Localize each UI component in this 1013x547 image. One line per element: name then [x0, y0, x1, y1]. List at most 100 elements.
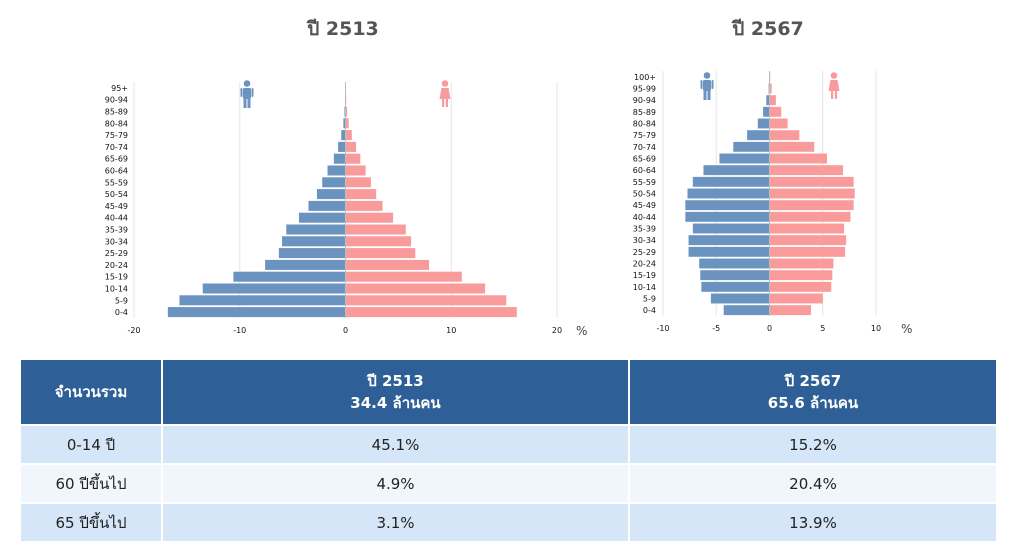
age-label: 20-24 — [633, 260, 656, 269]
bar-male-10-14 — [701, 281, 770, 292]
x-unit-label: % — [576, 324, 587, 338]
cell-2567: 20.4% — [628, 463, 998, 504]
age-label: 85-89 — [633, 108, 656, 117]
bar-female-25-29 — [345, 248, 416, 259]
bar-female-40-44 — [769, 211, 851, 222]
bar-female-25-29 — [769, 246, 846, 257]
male-person-icon — [240, 80, 254, 108]
age-label: 20-24 — [105, 261, 128, 270]
age-label: 75-79 — [633, 131, 656, 140]
x-tick-label: -10 — [233, 326, 246, 335]
age-label: 10-14 — [633, 283, 656, 292]
header-total: จำนวนรวม — [19, 358, 163, 426]
bar-female-20-24 — [345, 259, 430, 270]
age-label: 0-4 — [115, 308, 128, 317]
header-2567: ปี 2567 65.6 ล้านคน — [628, 358, 998, 426]
age-label: 75-79 — [105, 131, 128, 140]
bar-female-35-39 — [345, 224, 406, 235]
bar-female-10-14 — [769, 281, 832, 292]
bar-female-95-99 — [769, 83, 772, 94]
age-label: 90-94 — [633, 96, 656, 105]
cell-2513: 4.9% — [161, 463, 630, 504]
bar-male-45-49 — [685, 200, 770, 211]
bar-female-30-34 — [769, 235, 847, 246]
bar-male-40-44 — [298, 212, 346, 223]
x-tick-label: -10 — [656, 324, 669, 333]
age-label: 85-89 — [105, 108, 128, 117]
x-tick-label: 5 — [820, 324, 825, 333]
bar-male-25-29 — [278, 248, 346, 259]
header-2513: ปี 2513 34.4 ล้านคน — [161, 358, 630, 426]
bar-female-5-9 — [769, 293, 823, 304]
bar-female-5-9 — [345, 295, 507, 306]
bar-female-80-84 — [769, 118, 788, 129]
bar-female-65-69 — [769, 153, 828, 164]
bar-female-20-24 — [769, 258, 834, 269]
bar-female-45-49 — [345, 200, 383, 211]
bar-male-15-19 — [233, 271, 346, 282]
age-label: 40-44 — [105, 214, 128, 223]
x-tick-label: -5 — [712, 324, 720, 333]
age-label: 50-54 — [633, 190, 656, 199]
chart-title-2513: ปี 2513 — [307, 18, 379, 40]
bar-male-10-14 — [202, 283, 346, 294]
female-person-icon — [828, 72, 840, 99]
bar-male-60-64 — [327, 165, 346, 176]
bar-female-55-59 — [769, 176, 854, 187]
bar-male-85-89 — [763, 106, 770, 117]
bar-female-30-34 — [345, 236, 412, 247]
age-label: 25-29 — [633, 248, 656, 257]
age-label: 95+ — [111, 84, 128, 93]
age-label: 55-59 — [105, 178, 128, 187]
bar-male-5-9 — [710, 293, 770, 304]
bar-female-50-54 — [345, 189, 377, 200]
age-label: 90-94 — [105, 96, 128, 105]
bar-male-50-54 — [687, 188, 770, 199]
bar-male-70-74 — [338, 141, 346, 152]
bar-male-65-69 — [333, 153, 346, 164]
cell-2513: 3.1% — [161, 502, 630, 543]
row-label: 65 ปีขึ้นไป — [19, 502, 163, 543]
bar-male-55-59 — [322, 177, 346, 188]
bar-male-80-84 — [343, 118, 346, 129]
bar-male-80-84 — [757, 118, 770, 129]
age-label: 60-64 — [105, 167, 128, 176]
bar-male-85-89 — [344, 106, 346, 117]
age-label: 45-49 — [633, 201, 656, 210]
bar-male-75-79 — [747, 130, 770, 141]
x-tick-label: 0 — [767, 324, 772, 333]
female-person-icon — [439, 80, 451, 107]
bar-female-85-89 — [769, 106, 782, 117]
bar-female-65-69 — [345, 153, 361, 164]
age-label: 15-19 — [105, 273, 128, 282]
age-label: 50-54 — [105, 190, 128, 199]
bar-male-35-39 — [692, 223, 770, 234]
table-header-row: จำนวนรวม ปี 2513 34.4 ล้านคน ปี 2567 65.… — [19, 358, 998, 426]
header-2513-population: 34.4 ล้านคน — [350, 394, 441, 412]
bar-male-5-9 — [179, 295, 346, 306]
age-label: 5-9 — [115, 296, 128, 305]
bar-male-30-34 — [688, 235, 770, 246]
age-label: 80-84 — [105, 119, 128, 128]
bar-male-90-94 — [766, 95, 770, 106]
bar-male-0-4 — [723, 305, 770, 316]
bar-female-45-49 — [769, 200, 854, 211]
bar-male-55-59 — [692, 176, 770, 187]
age-label: 25-29 — [105, 249, 128, 258]
bar-male-15-19 — [700, 270, 770, 281]
age-label: 55-59 — [633, 178, 656, 187]
bar-male-25-29 — [688, 246, 770, 257]
x-tick-label: -20 — [127, 326, 140, 335]
bar-male-30-34 — [282, 236, 346, 247]
age-label: 45-49 — [105, 202, 128, 211]
population-pyramid-2567: 0-4 5-9 10-14 15-19 20-24 25-29 30-34 35-39 40-4… — [633, 71, 912, 336]
age-label: 10-14 — [105, 285, 128, 294]
age-label: 30-34 — [633, 236, 656, 245]
age-label: 60-64 — [633, 166, 656, 175]
x-tick-label: 10 — [871, 324, 881, 333]
summary-table: จำนวนรวม ปี 2513 34.4 ล้านคน ปี 2567 65.… — [19, 358, 998, 543]
bar-female-0-4 — [345, 307, 517, 318]
bar-male-45-49 — [308, 200, 346, 211]
bar-female-0-4 — [769, 305, 812, 316]
bar-male-50-54 — [316, 189, 346, 200]
